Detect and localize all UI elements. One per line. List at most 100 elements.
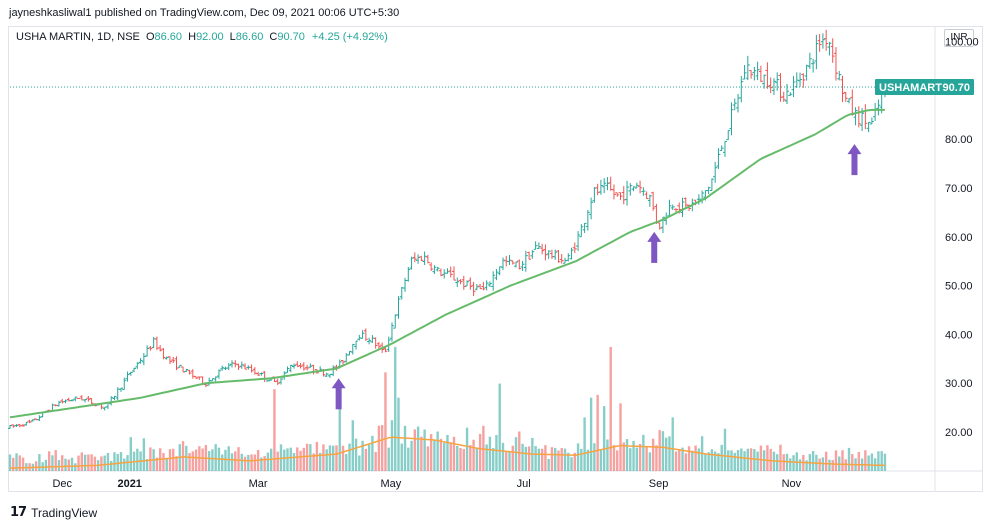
ohlc-bar: [308, 363, 313, 368]
volume-bar: [586, 449, 590, 471]
volume-bar: [697, 448, 701, 471]
volume-bar: [665, 437, 668, 471]
ohlc-bar: [301, 362, 306, 371]
ohlc-bar: [732, 98, 737, 111]
volume-bar: [573, 452, 576, 471]
volume-bar: [207, 451, 211, 471]
ohlc-bar: [517, 259, 522, 270]
volume-bar: [609, 346, 612, 471]
volume-bar: [655, 445, 658, 471]
time-tick-label: May: [380, 478, 401, 490]
volume-bar: [674, 451, 678, 471]
ohlc-bar: [112, 395, 117, 400]
volume-bar: [83, 454, 87, 471]
volume-bar: [194, 449, 198, 471]
volume-bar: [678, 449, 681, 471]
volume-bar: [749, 448, 753, 471]
ohlc-bar: [259, 372, 264, 376]
ohlc-bar: [830, 38, 835, 63]
volume-bar: [589, 397, 593, 471]
ohlc-bar: [70, 399, 75, 402]
ohlc-bar: [657, 222, 662, 230]
volume-bar: [358, 455, 361, 471]
volume-bar: [743, 451, 746, 471]
volume-bar: [456, 445, 459, 471]
ohlc-bar: [484, 280, 489, 291]
volume-bar: [867, 455, 870, 471]
volume-bar: [201, 448, 204, 471]
ohlc-bar: [370, 335, 375, 344]
up-arrow-icon: [847, 144, 862, 176]
ohlc-bar: [455, 277, 460, 288]
ohlc-bar: [262, 371, 267, 382]
ohlc-bar: [507, 255, 512, 265]
volume-bar: [880, 451, 883, 471]
ohlc-bar: [458, 279, 463, 285]
volume-bar: [335, 445, 338, 471]
ohlc-bar: [811, 58, 816, 73]
volume-bar: [671, 417, 674, 471]
time-tick-label: Dec: [52, 478, 72, 490]
ohlc-bar: [194, 376, 199, 379]
volume-bar: [462, 449, 465, 471]
volume-bar: [221, 454, 224, 471]
volume-bar: [776, 454, 779, 471]
volume-bar: [527, 446, 531, 471]
ohlc-bar: [582, 222, 587, 233]
volume-bars: [8, 346, 887, 471]
volume-bar: [338, 403, 341, 471]
volume-bar: [224, 449, 227, 471]
tradingview-logo-icon: 17: [10, 505, 27, 520]
ohlc-bar: [347, 350, 352, 356]
ohlc-bar: [83, 398, 88, 403]
time-axis: Dec 2021 Mar May Jul Sep Nov: [52, 478, 801, 490]
volume-bar: [475, 448, 479, 471]
volume-bar: [345, 454, 348, 471]
volume-bar: [619, 403, 622, 471]
volume-bar: [554, 448, 557, 471]
volume-bar: [129, 437, 132, 471]
volume-bar: [305, 443, 309, 471]
currency-button[interactable]: INR: [944, 29, 974, 47]
ohlc-bar: [141, 353, 146, 366]
volume-bar: [465, 427, 469, 471]
brand-name: TradingView: [31, 505, 98, 520]
ohlc-bar: [63, 399, 68, 404]
volume-bar: [443, 442, 446, 471]
volume-bar: [374, 451, 377, 471]
ohlc-bar: [742, 65, 747, 80]
ohlc-bar: [184, 368, 189, 373]
volume-bar: [658, 430, 661, 471]
volume-bar: [537, 448, 541, 471]
volume-bar: [21, 457, 25, 471]
time-tick-label: Mar: [249, 478, 268, 490]
volume-bar: [518, 431, 521, 471]
volume-bar: [361, 440, 364, 471]
ohlc-bar: [680, 197, 685, 218]
volume-bar: [181, 441, 185, 471]
volume-bar: [367, 444, 371, 471]
volume-bar: [113, 452, 116, 471]
time-tick-label: 2021: [117, 478, 141, 490]
volume-bar: [67, 459, 70, 471]
ohlc-bar: [360, 330, 365, 339]
ohlc-bar: [27, 419, 32, 424]
ohlc-bar: [644, 191, 649, 200]
volume-bar: [782, 454, 785, 471]
ohlc-bar: [719, 145, 724, 151]
ohlc-bar: [634, 182, 639, 189]
ohlc-bar: [305, 364, 310, 371]
open-value: 86.60: [154, 31, 183, 43]
ohlc-bar: [135, 362, 140, 369]
ohlc-bar: [138, 357, 143, 364]
ohlc-bar: [494, 268, 499, 281]
volume-bar: [175, 456, 178, 471]
volume-bar: [792, 455, 795, 471]
ohlc-bar: [530, 250, 535, 259]
volume-bar: [625, 439, 629, 471]
ohlc-bar: [239, 361, 244, 369]
volume-bar: [57, 460, 61, 471]
volume-bar: [766, 445, 769, 471]
ohlc-bar: [393, 314, 398, 329]
